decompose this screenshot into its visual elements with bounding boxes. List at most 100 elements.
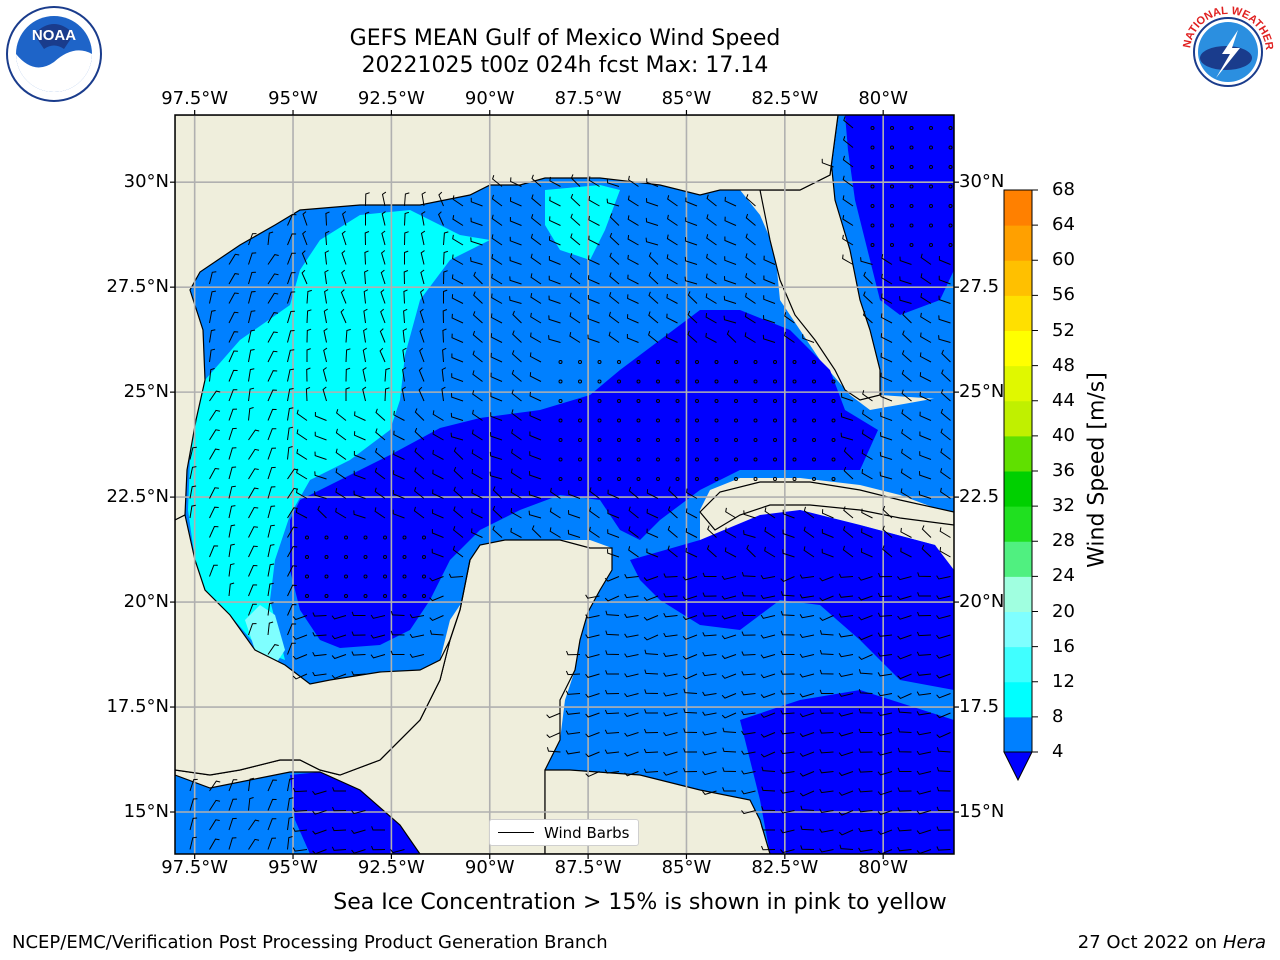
calm-wind-circle	[675, 477, 680, 481]
calm-wind-circle	[929, 243, 933, 247]
wind-barb	[375, 408, 386, 421]
lon-label-bottom: 92.5°W	[357, 857, 425, 878]
wind-barb	[644, 649, 659, 655]
wind-barb	[312, 829, 327, 835]
colorbar-tick-label: 24	[1052, 565, 1075, 587]
wind-barb	[667, 506, 678, 519]
wind-barb	[471, 449, 483, 460]
wind-barb	[741, 730, 756, 735]
wind-barb	[531, 174, 542, 187]
calm-wind-circle	[675, 379, 680, 384]
wind-barb	[684, 276, 698, 285]
wind-barb	[452, 195, 464, 207]
wind-barb	[940, 487, 951, 499]
wind-barb	[705, 273, 717, 285]
wind-barb	[287, 291, 296, 304]
wind-barb	[531, 194, 542, 207]
wind-barb	[189, 778, 198, 792]
wind-barb	[390, 630, 405, 636]
wind-barb	[432, 430, 444, 441]
colorbar-segment	[1004, 400, 1032, 437]
wind-barb	[248, 252, 257, 265]
wind-barb	[292, 615, 308, 621]
wind-barb	[565, 750, 581, 755]
wind-barb	[663, 692, 678, 697]
wind-barb	[799, 574, 815, 579]
wind-barb	[745, 213, 756, 226]
wind-barb	[381, 250, 386, 265]
wind-barb	[419, 347, 425, 363]
wind-barb	[724, 216, 737, 226]
calm-wind-circle	[675, 457, 680, 462]
lon-label-top: 90°W	[464, 88, 515, 109]
wind-barb	[248, 526, 258, 538]
wind-barb	[306, 309, 312, 324]
wind-barb	[403, 289, 408, 304]
wind-barb	[292, 673, 308, 680]
wind-barb	[565, 690, 581, 695]
calm-wind-circle	[636, 379, 641, 384]
wind-barb	[448, 573, 464, 578]
wind-barb	[323, 328, 328, 343]
wind-barb	[287, 368, 294, 382]
wind-barb	[780, 610, 795, 616]
wind-barb	[489, 471, 503, 480]
wind-barb	[863, 291, 873, 304]
wind-barb	[451, 294, 464, 304]
lon-label-bottom: 97.5°W	[161, 857, 229, 878]
wind-barb	[267, 563, 275, 577]
wind-barb	[722, 767, 737, 772]
colorbar-under-arrow	[1003, 751, 1033, 782]
wind-barb	[666, 254, 678, 265]
wind-barb	[248, 291, 256, 304]
wind-barb	[936, 846, 951, 851]
calm-wind-circle	[792, 399, 797, 403]
wind-barb	[287, 545, 298, 558]
wind-barb	[780, 591, 795, 597]
wind-barb	[663, 771, 678, 776]
wind-barb	[648, 311, 659, 324]
wind-barb	[877, 829, 893, 835]
wind-barb	[921, 525, 932, 538]
lon-label-top: 82.5°W	[751, 88, 819, 109]
wind-barb	[760, 654, 776, 659]
wind-barb	[685, 197, 698, 207]
wind-barb	[301, 269, 308, 285]
lat-label-left: 25°N	[123, 381, 169, 403]
wind-barb	[351, 671, 366, 676]
wind-barb	[351, 631, 366, 636]
sea-ice-note: Sea Ice Concentration > 15% is shown in …	[333, 890, 947, 915]
wind-barb	[702, 612, 717, 617]
wind-barb	[287, 778, 294, 792]
wind-barb	[364, 250, 369, 265]
wind-barb	[838, 771, 854, 777]
calm-wind-circle	[363, 574, 368, 579]
wind-barb	[380, 269, 386, 285]
wind-barb	[936, 575, 951, 580]
lat-label-right: 20°N	[959, 591, 1005, 613]
wind-barb	[706, 194, 717, 207]
calm-wind-circle	[597, 379, 602, 384]
wind-barb	[438, 191, 444, 207]
wind-barb	[860, 257, 873, 265]
calm-wind-circle	[656, 457, 660, 462]
wind-barb	[702, 751, 717, 756]
colorbar-tick-label: 44	[1052, 389, 1075, 411]
wind-barb	[861, 429, 873, 441]
colorbar-tick-label: 28	[1052, 530, 1075, 552]
wind-barb	[228, 447, 237, 460]
wind-barb	[414, 408, 425, 421]
calm-wind-circle	[675, 399, 680, 403]
wind-barb	[402, 347, 407, 363]
wind-barb	[724, 256, 737, 265]
wind-barb	[819, 808, 834, 813]
calm-wind-circle	[695, 477, 699, 481]
wind-barb	[490, 313, 503, 324]
wind-barb	[442, 309, 448, 324]
wind-barb	[858, 748, 873, 753]
wind-barb	[431, 548, 444, 558]
wind-barb	[838, 751, 854, 757]
wind-barb	[312, 651, 327, 657]
caribbean-calm-region	[630, 510, 954, 690]
colorbar-segment	[1004, 435, 1032, 472]
